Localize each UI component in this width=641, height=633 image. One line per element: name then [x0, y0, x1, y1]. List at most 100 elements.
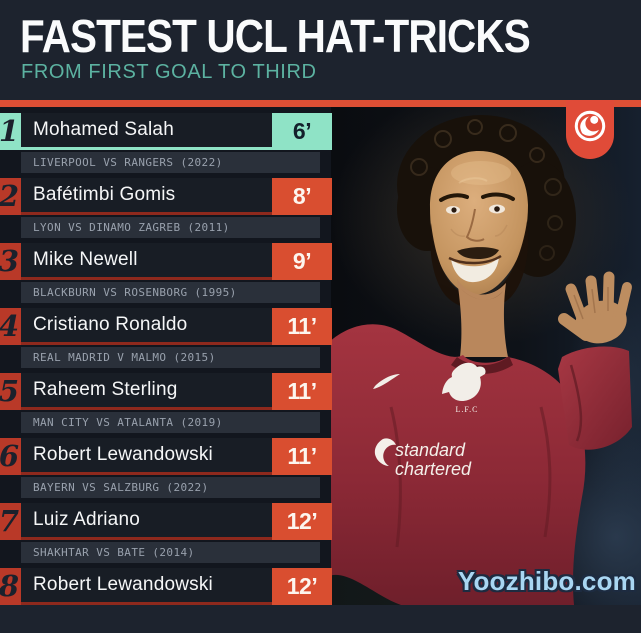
- match-info: BAYERN VS SALZBURG (2022): [33, 481, 209, 494]
- rank-number: 8: [0, 569, 20, 603]
- raised-hand: [558, 271, 632, 450]
- match-info: BLACKBURN VS ROSENBORG (1995): [33, 286, 237, 299]
- rank-badge: 4: [0, 308, 21, 345]
- time-badge: 11’: [272, 373, 332, 410]
- match-sub-row: BAYERN VS SALZBURG (2022): [21, 477, 320, 498]
- ranking-row: 5 Raheem Sterling 11’ MAN CITY VS ATALAN…: [0, 373, 332, 438]
- match-sub-row: BLACKBURN VS ROSENBORG (1995): [21, 282, 320, 303]
- rank-number: 7: [0, 504, 20, 538]
- rank-badge: 8: [0, 568, 21, 605]
- player-name: Bafétimbi Gomis: [33, 184, 176, 205]
- match-sub-row: SHAKHTAR VS BATE (2014): [21, 542, 320, 563]
- match-info: SHAKHTAR VS BATE (2014): [33, 546, 195, 559]
- ranking-row: 1 Mohamed Salah 6’ LIVERPOOL VS RANGERS …: [0, 113, 332, 178]
- player-name: Mike Newell: [33, 249, 138, 270]
- player-name-bar: Raheem Sterling: [21, 373, 272, 407]
- page-title: FASTEST UCL HAT-TRICKS: [20, 10, 531, 62]
- player-name-bar: Luiz Adriano: [21, 503, 272, 537]
- match-sub-row: MAN CITY VS ATALANTA (2019): [21, 412, 320, 433]
- player-name-bar: Mike Newell: [21, 243, 272, 277]
- time-badge: 12’: [272, 568, 332, 605]
- time-value: 12’: [286, 508, 318, 534]
- publisher-logo-icon: [574, 110, 606, 142]
- time-value: 12’: [286, 573, 318, 599]
- ranking-list: 1 Mohamed Salah 6’ LIVERPOOL VS RANGERS …: [0, 107, 332, 605]
- face: [430, 151, 528, 295]
- jersey-sponsor: standard chartered: [374, 438, 472, 479]
- rank-badge: 1: [0, 113, 21, 150]
- ranking-row: 3 Mike Newell 9’ BLACKBURN VS ROSENBORG …: [0, 243, 332, 308]
- sponsor-line2: chartered: [395, 459, 472, 479]
- player-name-bar: Bafétimbi Gomis: [21, 178, 272, 212]
- match-info: LIVERPOOL VS RANGERS (2022): [33, 156, 223, 169]
- club-crest-icon: L.F.C: [442, 362, 486, 414]
- row-underline: [21, 407, 272, 410]
- match-info: MAN CITY VS ATALANTA (2019): [33, 416, 223, 429]
- match-sub-row: REAL MADRID V MALMO (2015): [21, 347, 320, 368]
- row-underline: [21, 602, 272, 605]
- match-sub-row: LIVERPOOL VS RANGERS (2022): [21, 152, 320, 173]
- rank-number: 2: [0, 179, 20, 213]
- time-value: 8’: [292, 183, 312, 209]
- page-subtitle: FROM FIRST GOAL TO THIRD: [21, 61, 317, 83]
- ranking-row: 4 Cristiano Ronaldo 11’ REAL MADRID V MA…: [0, 308, 332, 373]
- watermark: Yoozhibo.com: [457, 566, 636, 596]
- rank-badge: 6: [0, 438, 21, 475]
- rank-number: 3: [0, 244, 20, 278]
- time-badge: 12’: [272, 503, 332, 540]
- rank-number: 5: [0, 374, 20, 408]
- row-underline: [21, 537, 272, 540]
- ranking-row: 8 Robert Lewandowski 12’: [0, 568, 332, 633]
- ranking-row: 2 Bafétimbi Gomis 8’ LYON VS DINAMO ZAGR…: [0, 178, 332, 243]
- player-name: Raheem Sterling: [33, 379, 178, 400]
- sponsor-line1: standard: [395, 440, 466, 460]
- player-photo: L.F.C standard chartered: [276, 87, 641, 633]
- time-value: 11’: [287, 313, 317, 339]
- ranking-row: 6 Robert Lewandowski 11’ BAYERN VS SALZB…: [0, 438, 332, 503]
- publisher-badge: [566, 100, 614, 159]
- rank-number: 6: [0, 439, 20, 473]
- time-value: 9’: [292, 248, 312, 274]
- rank-badge: 7: [0, 503, 21, 540]
- player-name-bar: Robert Lewandowski: [21, 438, 272, 472]
- ranking-row: 7 Luiz Adriano 12’ SHAKHTAR VS BATE (201…: [0, 503, 332, 568]
- player-name-bar: Robert Lewandowski: [21, 568, 272, 602]
- row-underline: [21, 472, 272, 475]
- time-value: 11’: [287, 443, 317, 469]
- time-badge: 9’: [272, 243, 332, 280]
- match-sub-row: LYON VS DINAMO ZAGREB (2011): [21, 217, 320, 238]
- header: FASTEST UCL HAT-TRICKS FROM FIRST GOAL T…: [0, 0, 641, 100]
- time-badge: 6’: [272, 113, 332, 150]
- crest-label: L.F.C: [455, 405, 478, 414]
- sleeve: [558, 346, 632, 450]
- rank-badge: 3: [0, 243, 21, 280]
- player-name: Luiz Adriano: [33, 509, 140, 530]
- smile: [451, 257, 499, 283]
- salah-photo-illustration: L.F.C standard chartered: [276, 87, 641, 633]
- player-name: Robert Lewandowski: [33, 444, 213, 465]
- rank-badge: 5: [0, 373, 21, 410]
- player-name-bar: Cristiano Ronaldo: [21, 308, 272, 342]
- row-underline: [21, 342, 272, 345]
- player-name: Mohamed Salah: [33, 119, 174, 140]
- time-badge: 8’: [272, 178, 332, 215]
- time-badge: 11’: [272, 308, 332, 345]
- neck: [457, 279, 508, 357]
- nike-swoosh-icon: [373, 374, 400, 389]
- time-value: 11’: [287, 378, 317, 404]
- player-name: Cristiano Ronaldo: [33, 314, 188, 335]
- time-value: 6’: [292, 118, 312, 144]
- player-name-bar: Mohamed Salah: [21, 113, 272, 147]
- rank-number: 1: [0, 114, 20, 148]
- row-underline: [21, 147, 272, 150]
- jersey: L.F.C standard chartered: [326, 324, 586, 605]
- rank-badge: 2: [0, 178, 21, 215]
- orange-divider-bar: [0, 100, 641, 107]
- time-badge: 11’: [272, 438, 332, 475]
- match-info: REAL MADRID V MALMO (2015): [33, 351, 216, 364]
- sponsor-mark-icon: [374, 438, 396, 466]
- row-underline: [21, 212, 272, 215]
- rank-number: 4: [0, 309, 20, 343]
- player-name: Robert Lewandowski: [33, 574, 213, 595]
- row-underline: [21, 277, 272, 280]
